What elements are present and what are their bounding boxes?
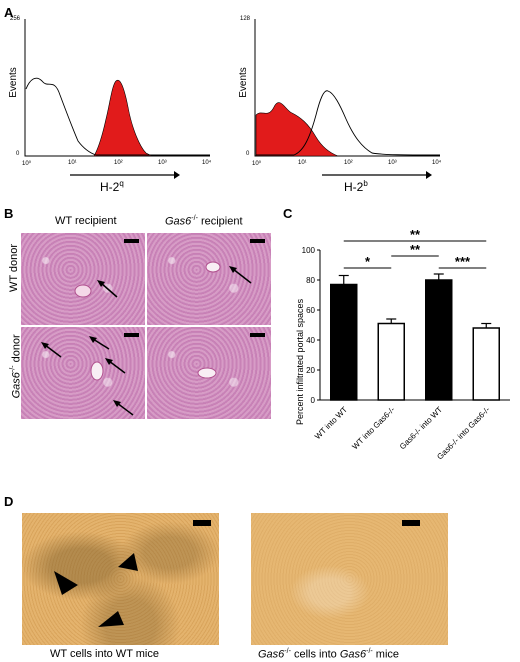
x-tick-0: 10⁰ xyxy=(22,161,32,167)
y-zero-tick: 0 xyxy=(246,151,250,157)
arrow-icon xyxy=(205,261,252,284)
scale-bar xyxy=(250,239,265,243)
panel-label-d: D xyxy=(4,494,14,509)
bar xyxy=(472,327,500,401)
scale-bar xyxy=(124,239,139,243)
micrograph-wt-donor-wt-recipient xyxy=(20,232,146,326)
x-tick-label: Gas6-/- into WT xyxy=(398,405,444,451)
y-tick-label: 40 xyxy=(306,336,315,345)
significance-label: *** xyxy=(455,254,471,269)
histogram-h2q: 256 0 Events 10⁰ 10¹ 10² 10³ 10⁴ H-2q xyxy=(7,15,212,195)
scale-bar xyxy=(124,333,139,337)
scale-bar xyxy=(402,520,420,526)
y-max-tick: 256 xyxy=(10,16,21,22)
caption-wt-into-wt: WT cells into WT mice xyxy=(50,648,159,660)
x-tick-label: WT into WT xyxy=(313,405,349,441)
micrograph-gas6-donor-gas6-recipient xyxy=(146,326,272,420)
y-tick-label: 20 xyxy=(306,366,315,375)
arrowhead-icon xyxy=(54,553,138,627)
micrograph-wt-donor-gas6-recipient xyxy=(146,232,272,326)
marker-label-h2b: H-2b xyxy=(344,179,368,194)
x-tick-2: 10² xyxy=(114,160,123,166)
x-tick-4: 10⁴ xyxy=(432,160,442,166)
x-tick-label: Gas6-/- into Gas6-/- xyxy=(435,405,492,462)
x-tick-3: 10³ xyxy=(158,160,167,166)
micrograph-gas6-into-gas6 xyxy=(251,513,448,645)
arrow-icon xyxy=(322,171,432,179)
significance-label: * xyxy=(365,254,371,269)
panel-label-b: B xyxy=(4,206,14,221)
histogram-h2b-plot xyxy=(254,19,441,157)
y-axis-title: Events xyxy=(237,67,249,98)
significance-label: ** xyxy=(410,242,421,257)
x-tick-1: 10¹ xyxy=(298,160,307,166)
x-tick-0: 10⁰ xyxy=(252,161,262,167)
bar xyxy=(425,279,453,401)
y-max-tick: 128 xyxy=(240,16,251,22)
significance-label: ** xyxy=(410,227,421,242)
arrow-icon xyxy=(74,280,118,298)
row-label-wt-donor: WT donor xyxy=(8,243,21,293)
scale-bar xyxy=(250,333,265,337)
histogram-h2b: 128 0 Events 10⁰ 10¹ 10² 10³ 10⁴ H-2b xyxy=(237,15,450,195)
y-tick-label: 80 xyxy=(306,276,315,285)
panel-label-a: A xyxy=(4,5,14,20)
histogram-h2q-plot xyxy=(24,19,210,157)
y-tick-label: 100 xyxy=(302,246,316,255)
vessel-shape xyxy=(197,367,217,379)
x-tick-1: 10¹ xyxy=(68,160,77,166)
bar-chart: Percent infiltrated portal spaces 0 20 40 6… xyxy=(282,222,518,462)
panel-label-c: C xyxy=(283,206,293,221)
column-label-wt-recipient: WT recipient xyxy=(55,215,117,227)
arrow-icon xyxy=(41,336,134,416)
marker-label-h2q: H-2q xyxy=(100,179,124,194)
x-tick-label: WT into Gas6-/- xyxy=(350,405,396,451)
caption-gas6-into-gas6: Gas6-/- cells into Gas6-/- mice xyxy=(258,648,400,661)
y-axis-title: Events xyxy=(7,67,19,98)
micrograph-gas6-donor-wt-recipient xyxy=(20,326,146,420)
arrow-icon xyxy=(70,171,180,179)
x-tick-4: 10⁴ xyxy=(202,160,212,166)
column-label-gas6-recipient: Gas6-/- recipient xyxy=(165,215,243,228)
scale-bar xyxy=(193,520,211,526)
y-zero-tick: 0 xyxy=(16,151,20,157)
bar xyxy=(330,283,358,401)
micrograph-wt-into-wt xyxy=(22,513,219,645)
bar xyxy=(377,322,405,401)
x-tick-2: 10² xyxy=(344,160,353,166)
x-tick-3: 10³ xyxy=(388,160,397,166)
y-tick-label: 0 xyxy=(311,396,316,405)
y-tick-label: 60 xyxy=(306,306,315,315)
